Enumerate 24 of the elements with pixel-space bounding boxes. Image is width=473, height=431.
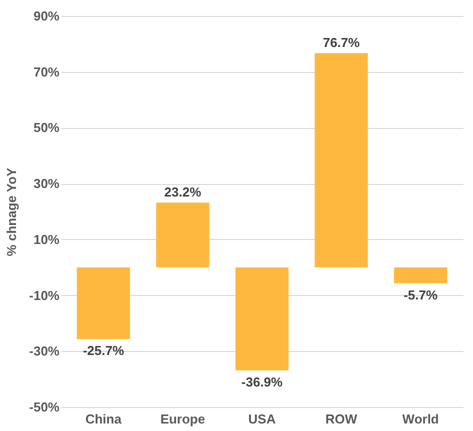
y-tick-label: -30%: [29, 344, 60, 359]
x-tick-label: World: [402, 412, 439, 426]
x-tick-label: ROW: [325, 412, 358, 426]
bar: [314, 53, 368, 268]
y-axis-title: % chnage YoY: [4, 167, 20, 256]
bar: [76, 267, 130, 340]
y-tick-label: 50%: [33, 120, 60, 136]
y-tick-label: 70%: [33, 64, 60, 80]
data-label: 76.7%: [322, 35, 360, 50]
data-label: 23.2%: [164, 184, 202, 200]
x-tick-label: China: [85, 412, 122, 426]
x-tick-label: Europe: [160, 412, 206, 426]
y-tick-label: 10%: [33, 232, 60, 247]
y-tick-label: 30%: [33, 176, 60, 192]
y-tick-label: -50%: [29, 400, 60, 414]
bar: [156, 202, 210, 268]
data-label: -25.7%: [82, 343, 124, 358]
data-label: -5.7%: [404, 287, 438, 302]
bar: [235, 267, 289, 370]
y-tick-label: -10%: [29, 288, 60, 303]
bar: [394, 267, 448, 284]
data-label: -36.9%: [241, 374, 284, 390]
x-tick-label: USA: [248, 412, 276, 426]
y-tick-label: 90%: [33, 8, 60, 24]
